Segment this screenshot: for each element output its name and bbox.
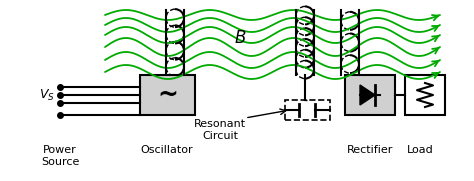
Text: $V_S$: $V_S$ (39, 87, 55, 103)
Text: Rectifier: Rectifier (347, 145, 393, 155)
FancyBboxPatch shape (345, 75, 395, 115)
FancyBboxPatch shape (140, 75, 195, 115)
Text: Load: Load (407, 145, 433, 155)
FancyBboxPatch shape (405, 75, 445, 115)
Text: Resonant
Circuit: Resonant Circuit (194, 119, 246, 141)
Text: ~: ~ (157, 83, 178, 107)
Polygon shape (360, 85, 375, 105)
Text: $B$: $B$ (234, 29, 246, 47)
Text: Oscillator: Oscillator (141, 145, 193, 155)
Text: Power
Source: Power Source (41, 145, 79, 167)
